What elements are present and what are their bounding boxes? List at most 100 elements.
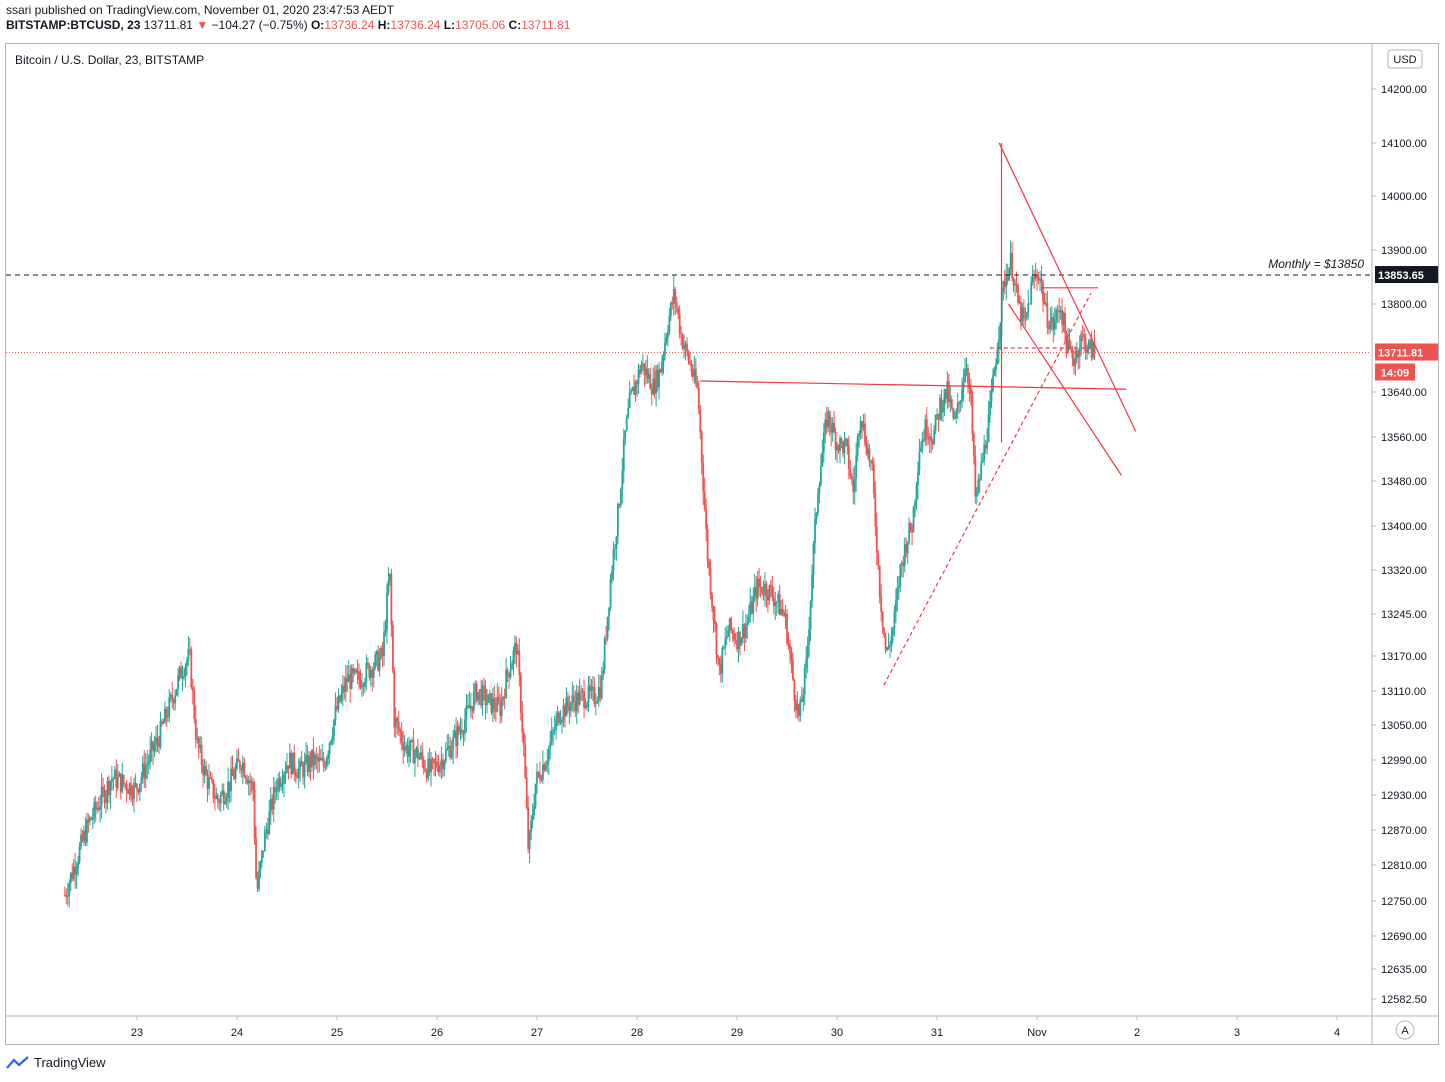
candle-body bbox=[956, 402, 959, 413]
candle-body bbox=[955, 412, 958, 418]
candle-body bbox=[124, 783, 127, 785]
auto-scale-button[interactable]: A bbox=[1395, 1020, 1415, 1040]
candle-body bbox=[683, 346, 685, 349]
support-line[interactable] bbox=[700, 380, 1127, 390]
candle-body bbox=[352, 668, 355, 673]
candle-body bbox=[196, 737, 199, 740]
candle-body bbox=[1087, 341, 1090, 351]
close-value: 13711.81 bbox=[521, 18, 571, 32]
time-axis[interactable]: 23 24 25 26 27 28 29 30 31 Nov 2 3 4 bbox=[131, 1016, 1340, 1039]
candle-body bbox=[877, 553, 880, 566]
candle-body bbox=[843, 440, 846, 454]
candle-body bbox=[656, 370, 659, 388]
candle-body bbox=[1071, 348, 1074, 359]
candle-body bbox=[915, 485, 918, 502]
candle-body bbox=[547, 748, 550, 762]
candle-body bbox=[536, 772, 538, 784]
candle-body bbox=[730, 618, 733, 631]
price-axis[interactable]: 14200.00 14100.00 14000.00 13900.00 13800.00… bbox=[1372, 84, 1427, 1006]
candle-body bbox=[528, 832, 531, 850]
candle-body bbox=[516, 650, 519, 655]
candle-body bbox=[477, 692, 480, 701]
currency-button[interactable]: USD bbox=[1387, 49, 1423, 69]
candle-body bbox=[664, 342, 666, 355]
candle-body bbox=[418, 756, 421, 760]
candle-body bbox=[1012, 278, 1015, 286]
candle-body bbox=[761, 586, 763, 594]
candle-body bbox=[172, 699, 175, 704]
rising-trendline-dashed[interactable] bbox=[883, 292, 1092, 686]
candle-body bbox=[106, 780, 109, 796]
candle-body bbox=[992, 375, 994, 391]
candle-body bbox=[861, 420, 863, 428]
candle-body bbox=[896, 587, 899, 601]
candle-body bbox=[336, 705, 338, 710]
candle-body bbox=[288, 752, 291, 769]
candle-body bbox=[831, 422, 834, 433]
candle-body bbox=[972, 433, 975, 457]
y-tick-label: 12810.00 bbox=[1381, 860, 1427, 872]
candle-body bbox=[338, 695, 341, 702]
candle-body bbox=[1020, 301, 1022, 322]
candle-body bbox=[80, 834, 82, 847]
candle-body bbox=[1072, 358, 1075, 367]
x-tick-label: 4 bbox=[1334, 1027, 1340, 1039]
candle-body bbox=[355, 669, 357, 673]
candle-body bbox=[246, 779, 249, 784]
candle-body bbox=[1093, 342, 1096, 352]
candle-body bbox=[778, 593, 781, 615]
candle-body bbox=[471, 706, 474, 712]
descending-support-line[interactable] bbox=[1008, 303, 1123, 476]
candle-body bbox=[856, 436, 859, 456]
candle-body bbox=[912, 506, 915, 533]
descending-resistance-line[interactable] bbox=[998, 142, 1137, 432]
candle-body bbox=[880, 596, 883, 612]
auto-scale-label: A bbox=[1401, 1025, 1409, 1037]
candle-body bbox=[333, 719, 335, 736]
candle-body bbox=[749, 601, 752, 617]
close-label: C: bbox=[508, 18, 522, 32]
candle-body bbox=[163, 708, 166, 723]
candle-body bbox=[964, 368, 966, 382]
candle-body bbox=[590, 686, 593, 692]
candle-body bbox=[1014, 283, 1016, 286]
candle-body bbox=[475, 683, 478, 701]
candle-body bbox=[431, 758, 434, 760]
candle-body bbox=[819, 466, 822, 485]
candle-body bbox=[558, 712, 560, 724]
countdown-label: 14:09 bbox=[1381, 368, 1409, 380]
candle-body bbox=[122, 774, 125, 784]
candle-body bbox=[1083, 334, 1086, 338]
candle-body bbox=[343, 685, 346, 692]
candle-body bbox=[150, 741, 153, 750]
candle-body bbox=[158, 741, 160, 748]
candle-body bbox=[225, 797, 228, 802]
candle-body bbox=[116, 776, 119, 788]
footer[interactable]: TradingView bbox=[6, 1055, 106, 1070]
candle-body bbox=[997, 338, 1000, 350]
chart-frame[interactable] bbox=[5, 43, 1439, 1045]
candle-body bbox=[540, 779, 543, 781]
candle-body bbox=[250, 781, 253, 783]
drawings-layer[interactable]: Monthly = $13850 bbox=[6, 142, 1371, 686]
candle-body bbox=[325, 758, 328, 768]
candle-body bbox=[793, 679, 796, 701]
candle-body bbox=[444, 749, 447, 762]
y-tick-label: 13900.00 bbox=[1381, 245, 1427, 257]
candle-body bbox=[372, 668, 375, 678]
candle-body bbox=[421, 752, 424, 760]
candle-body bbox=[433, 759, 435, 764]
y-tick-label: 12750.00 bbox=[1381, 896, 1427, 908]
candle-body bbox=[206, 774, 209, 789]
candle-body bbox=[1005, 276, 1008, 287]
y-tick-label: 13560.00 bbox=[1381, 432, 1427, 444]
last-price: 13711.81 bbox=[143, 18, 193, 32]
candle-body bbox=[655, 370, 658, 394]
candle-body bbox=[862, 423, 865, 428]
candle-body bbox=[514, 643, 516, 651]
candle-body bbox=[486, 702, 488, 706]
candle-body bbox=[875, 526, 878, 554]
symbol-label[interactable]: BITSTAMP:BTCUSD, 23 bbox=[6, 18, 141, 32]
candle-body bbox=[693, 368, 696, 377]
